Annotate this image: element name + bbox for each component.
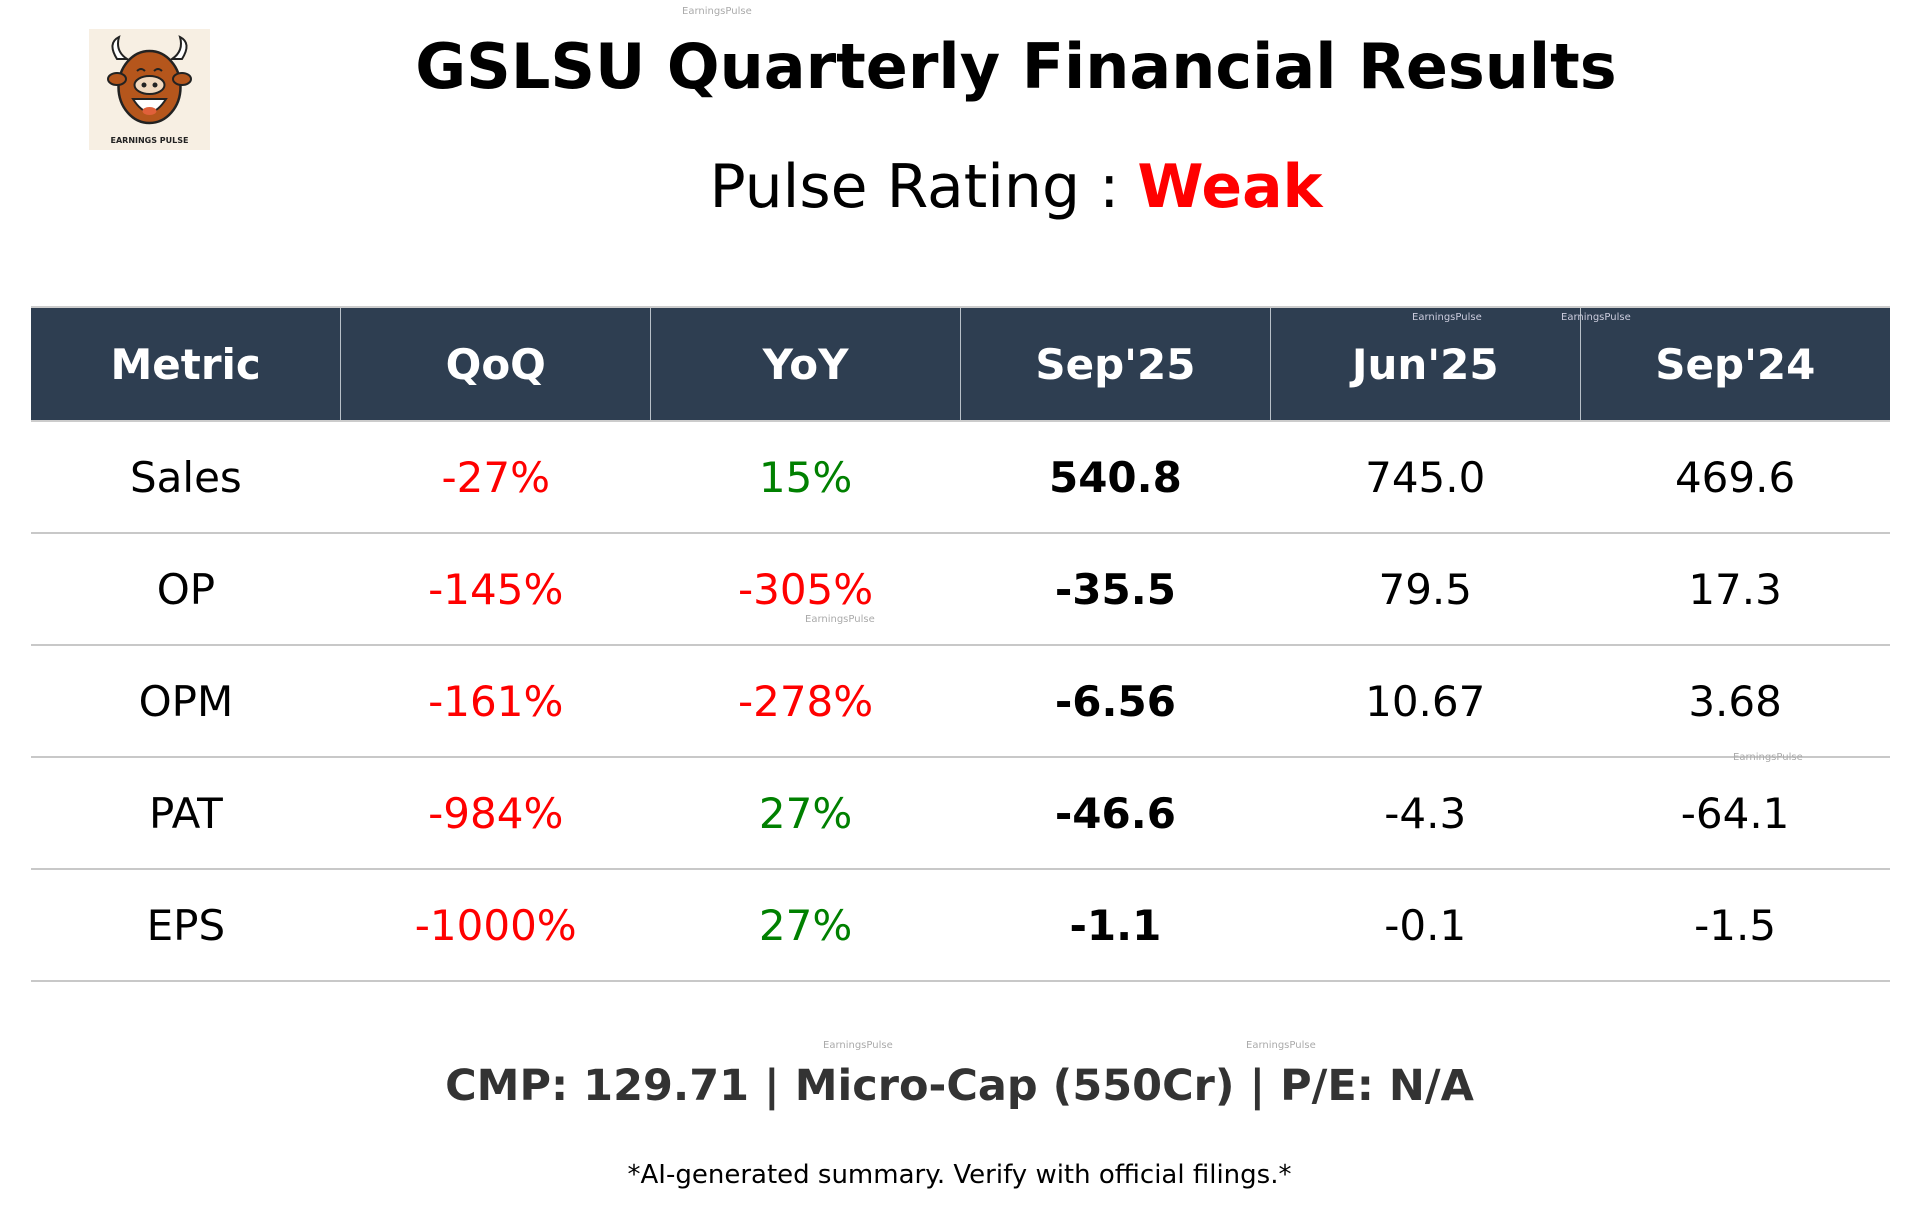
header-jun25: Jun'25 [1269, 306, 1581, 422]
sep24-cell: 3.68 [1580, 645, 1890, 758]
watermark: EarningsPulse [805, 614, 875, 625]
pulse-rating-value: Weak [1137, 152, 1323, 222]
yoy-cell: 27% [650, 869, 961, 982]
earnings-pulse-logo: EARNINGS PULSE [89, 29, 210, 150]
yoy-cell: 15% [650, 421, 961, 534]
jun25-cell: 745.0 [1270, 421, 1581, 534]
watermark: EarningsPulse [1246, 1040, 1316, 1051]
qoq-cell: -27% [340, 421, 651, 534]
logo-text: EARNINGS PULSE [111, 136, 189, 145]
qoq-cell: -984% [340, 757, 651, 870]
sep25-cell: -46.6 [960, 757, 1271, 870]
disclaimer: *AI-generated summary. Verify with offic… [627, 1160, 1292, 1190]
jun25-cell: 10.67 [1270, 645, 1581, 758]
pulse-rating-label: Pulse Rating : [709, 152, 1120, 222]
results-table: Metric QoQ YoY Sep'25 Jun'25 Sep'24 Sale… [31, 306, 1890, 982]
market-info: CMP: 129.71 | Micro-Cap (550Cr) | P/E: N… [445, 1061, 1474, 1111]
table-row: PAT -984% 27% -46.6 -4.3 -64.1 [31, 757, 1890, 870]
sep24-cell: 469.6 [1580, 421, 1890, 534]
sep24-cell: -64.1 [1580, 757, 1890, 870]
jun25-cell: 79.5 [1270, 533, 1581, 646]
watermark: EarningsPulse [682, 6, 752, 17]
watermark: EarningsPulse [1733, 752, 1803, 763]
sep24-cell: 17.3 [1580, 533, 1890, 646]
yoy-cell: 27% [650, 757, 961, 870]
qoq-cell: -145% [340, 533, 651, 646]
header-sep24: Sep'24 [1579, 306, 1890, 422]
header-metric: Metric [31, 306, 341, 422]
qoq-cell: -1000% [340, 869, 651, 982]
table-row: Sales -27% 15% 540.8 745.0 469.6 [31, 421, 1890, 534]
table-row: OP -145% -305% -35.5 79.5 17.3 [31, 533, 1890, 646]
yoy-cell: -305% [650, 533, 961, 646]
header-yoy: YoY [650, 306, 961, 422]
table-row: OPM -161% -278% -6.56 10.67 3.68 [31, 645, 1890, 758]
metric-cell: PAT [31, 757, 341, 870]
metric-cell: OP [31, 533, 341, 646]
sep25-cell: -6.56 [960, 645, 1271, 758]
sep25-cell: -35.5 [960, 533, 1271, 646]
watermark: EarningsPulse [1412, 312, 1482, 323]
jun25-cell: -4.3 [1270, 757, 1581, 870]
metric-cell: OPM [31, 645, 341, 758]
sep25-cell: -1.1 [960, 869, 1271, 982]
pulse-rating: Pulse Rating : Weak [0, 152, 1919, 222]
table-header-row: Metric QoQ YoY Sep'25 Jun'25 Sep'24 [31, 306, 1890, 422]
jun25-cell: -0.1 [1270, 869, 1581, 982]
page-title: GSLSU Quarterly Financial Results [415, 30, 1617, 103]
watermark: EarningsPulse [823, 1040, 893, 1051]
sep24-cell: -1.5 [1580, 869, 1890, 982]
metric-cell: EPS [31, 869, 341, 982]
header-sep25: Sep'25 [959, 306, 1271, 422]
table-row: EPS -1000% 27% -1.1 -0.1 -1.5 [31, 869, 1890, 982]
metric-cell: Sales [31, 421, 341, 534]
qoq-cell: -161% [340, 645, 651, 758]
yoy-cell: -278% [650, 645, 961, 758]
watermark: EarningsPulse [1561, 312, 1631, 323]
header-qoq: QoQ [340, 306, 651, 422]
sep25-cell: 540.8 [960, 421, 1271, 534]
